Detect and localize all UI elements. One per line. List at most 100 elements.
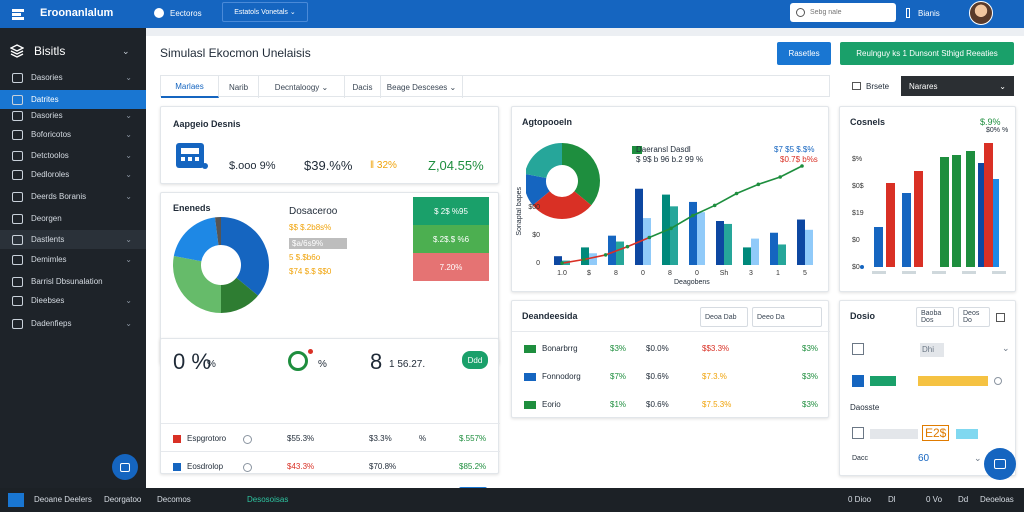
- pie-slice: [221, 277, 258, 313]
- bar: [743, 247, 751, 265]
- x-tick: [992, 271, 1006, 274]
- bottom-status[interactable]: Dd: [958, 495, 969, 504]
- tab[interactable]: Decntaloogy ⌄: [259, 76, 345, 98]
- bottom-status[interactable]: Deoeloas: [980, 495, 1014, 504]
- stat-badge-button[interactable]: Ddd: [462, 351, 488, 369]
- right-tab-label[interactable]: Brsete: [866, 82, 890, 91]
- nav-link[interactable]: Eectoros: [170, 9, 202, 18]
- sidebar-item[interactable]: Datrites: [0, 90, 146, 109]
- bottom-item[interactable]: Desosoisas: [247, 495, 289, 504]
- chevron-down-icon: ⌄: [125, 111, 132, 120]
- pie-slice: [526, 174, 550, 206]
- floating-chat-button[interactable]: [984, 448, 1016, 480]
- sidebar-item[interactable]: Detctoolos ⌄: [0, 146, 146, 165]
- bottom-item[interactable]: Decomos: [157, 495, 191, 504]
- tab[interactable]: Beage Desceses ⌄: [381, 76, 463, 98]
- right-select[interactable]: Narares ⌄: [901, 76, 1014, 96]
- bottom-status[interactable]: 0 Vo: [926, 495, 943, 504]
- sidebar-item[interactable]: Deorgen: [0, 209, 146, 228]
- bottom-status[interactable]: 0 Dioo: [848, 495, 872, 504]
- legend-right-1: $7 $5 $.$%: [774, 145, 815, 154]
- sidebar-item[interactable]: Dedloroles ⌄: [0, 165, 146, 184]
- sidebar-item[interactable]: Boforicotos ⌄: [0, 125, 146, 144]
- search-box[interactable]: [790, 3, 896, 22]
- sidebar-item-label: Deorgen: [31, 214, 62, 223]
- kpi-value-4: Z,04.55%: [428, 158, 484, 173]
- bar: [670, 206, 678, 265]
- settings-icon[interactable]: [996, 313, 1005, 322]
- bottom-item[interactable]: Deorgatoo: [104, 495, 142, 504]
- axis-point: [860, 265, 864, 269]
- primary-button[interactable]: Rasetles: [777, 42, 831, 65]
- y-tick-label: 0: [536, 260, 540, 267]
- x-tick-label: 5: [803, 270, 807, 277]
- chart1-ylabel: Sonaptal bapes: [516, 187, 523, 236]
- row-value: $85.2%: [459, 462, 487, 471]
- chevron-down-icon[interactable]: ⌄: [1002, 343, 1010, 353]
- series-line-segment: [714, 192, 737, 207]
- pie-slice: [532, 191, 592, 219]
- sidebar-item[interactable]: Demimles ⌄: [0, 250, 146, 269]
- table-row-label: Eorio: [542, 400, 561, 409]
- table-cell: $0.6%: [646, 372, 669, 381]
- bar: [966, 151, 975, 267]
- kpi-value-3: ‖ 32%: [370, 160, 397, 171]
- row-label: Espgrotoro: [187, 434, 227, 443]
- user-label[interactable]: Bianis: [918, 9, 940, 18]
- nav-dropdown[interactable]: Estatols Vonetals ⌄: [222, 2, 308, 22]
- table-cell: $3%: [802, 344, 819, 353]
- chat-button[interactable]: [112, 454, 138, 480]
- side-title: Dosio: [850, 311, 876, 321]
- bar: [751, 238, 759, 265]
- row-value: $55.3%: [287, 434, 315, 443]
- filter-icon: [852, 82, 861, 90]
- sidebar-item[interactable]: Barrisl Dbsunalation: [0, 272, 146, 291]
- table-row-flag-icon: [524, 401, 536, 409]
- search-icon: [796, 8, 805, 17]
- x-tick-label: 1.0: [557, 270, 567, 277]
- radio-icon[interactable]: [994, 377, 1002, 385]
- table-cell: $7.5.3%: [702, 400, 732, 409]
- table-row-label: Bonarbrrg: [542, 344, 578, 353]
- chevron-down-icon: ⌄: [125, 235, 132, 244]
- sidebar-item[interactable]: Dastlents ⌄: [0, 230, 146, 249]
- table-cell: $$3.3%: [702, 344, 730, 353]
- row-label: Eosdrolop: [187, 462, 224, 471]
- bar: [940, 157, 949, 267]
- side-row3-label: Daosste: [850, 403, 880, 412]
- kpi-card: Aapgeio Desnis $.ooo 9% $39.%% ‖ 32% Z,0…: [160, 106, 499, 184]
- doc-icon: [8, 493, 24, 507]
- tab[interactable]: Marlaes: [161, 76, 219, 98]
- table-filter-2[interactable]: Deeo Da: [752, 307, 822, 327]
- series-line-segment: [605, 245, 628, 256]
- bottom-status[interactable]: Dl: [888, 495, 896, 504]
- bottom-item[interactable]: Deoane Deelers: [34, 495, 92, 504]
- bar: [886, 183, 895, 267]
- sidebar-item[interactable]: Dasories ⌄: [0, 106, 146, 125]
- chart2-canvas: $% $0$ $19 $0 $0: [852, 143, 1006, 274]
- sidebar-item[interactable]: Dieebses ⌄: [0, 291, 146, 310]
- chevron-down-icon[interactable]: ⌄: [974, 453, 982, 463]
- collapse-chevron-icon[interactable]: ⌄: [122, 46, 130, 56]
- list-icon: [852, 375, 864, 387]
- side-filter-1[interactable]: Baoba Dos: [916, 307, 954, 327]
- side-filter-2[interactable]: Deos Do: [958, 307, 990, 327]
- tab[interactable]: Dacis: [345, 76, 381, 98]
- row-value: $70.8%: [369, 462, 397, 471]
- bar: [770, 232, 778, 265]
- sidebar-item[interactable]: Dadenfieps ⌄: [0, 314, 146, 333]
- sidebar-item[interactable]: Deerds Boranis ⌄: [0, 187, 146, 206]
- table-cell: $7%: [610, 372, 627, 381]
- tab[interactable]: Narib: [219, 76, 259, 98]
- table-row-flag-icon: [524, 373, 536, 381]
- user-avatar[interactable]: [969, 1, 993, 25]
- sidebar-item-label: Datrites: [31, 95, 59, 104]
- search-input[interactable]: [810, 9, 890, 16]
- sidebar-item[interactable]: Dasories ⌄: [0, 68, 146, 87]
- table-filter-1[interactable]: Deoa Dab: [700, 307, 748, 327]
- side-foot-value: 60: [918, 453, 930, 464]
- table-row-flag-icon: [524, 345, 536, 353]
- bar: [554, 256, 562, 265]
- secondary-button[interactable]: Reulnguy ks 1 Dunsont Sthigd Reeaties: [840, 42, 1014, 65]
- bar: [797, 219, 805, 265]
